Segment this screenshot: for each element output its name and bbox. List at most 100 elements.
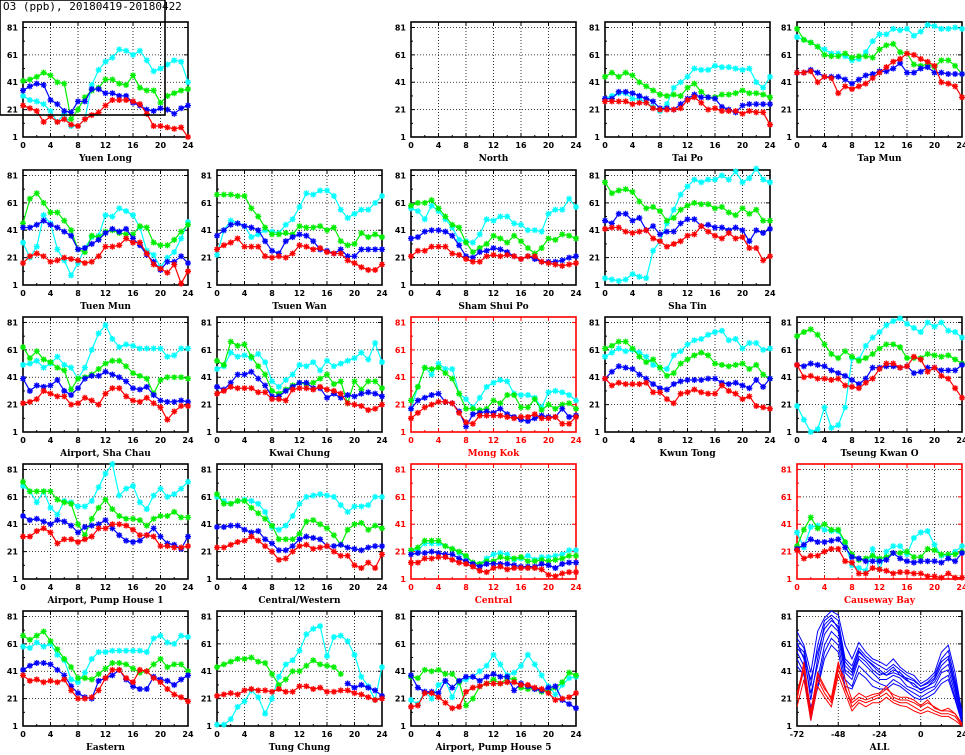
data-point-marker (767, 73, 773, 80)
data-point-marker (351, 401, 358, 408)
x-tick-label: -72 (790, 730, 804, 739)
data-point-marker (414, 383, 421, 390)
data-point-marker (753, 340, 760, 347)
data-point-marker (552, 565, 559, 572)
x-tick-label: 0 (602, 141, 608, 150)
data-point-marker (136, 47, 143, 54)
data-point-marker (47, 72, 54, 79)
data-point-marker (379, 543, 385, 550)
data-point-marker (504, 213, 511, 220)
data-point-marker (136, 532, 143, 539)
data-point-marker (344, 214, 351, 221)
data-point-marker (164, 374, 171, 381)
data-point-marker (677, 348, 684, 355)
data-point-marker (497, 563, 504, 570)
data-point-marker (828, 367, 835, 374)
data-point-marker (910, 559, 917, 566)
x-tick-label: 4 (436, 583, 442, 592)
data-point-marker (629, 188, 636, 195)
data-point-marker (732, 361, 739, 368)
x-tick-label: 20 (543, 436, 555, 445)
data-point-marker (435, 243, 442, 250)
data-point-marker (807, 372, 814, 379)
data-point-marker (81, 669, 88, 676)
data-point-marker (657, 208, 663, 215)
y-tick-label: 81 (201, 612, 213, 621)
y-tick-label: 61 (7, 493, 19, 502)
data-point-marker (241, 193, 248, 200)
data-point-marker (317, 367, 324, 374)
data-point-marker (545, 571, 552, 578)
data-point-marker (164, 493, 171, 500)
data-point-marker (164, 92, 171, 99)
y-tick-label: 81 (395, 465, 407, 474)
x-tick-label: 20 (155, 289, 167, 298)
data-point-marker (33, 243, 40, 250)
y-tick-label: 1 (206, 281, 212, 290)
data-point-marker (136, 223, 143, 230)
data-point-marker (303, 379, 310, 386)
data-point-marker (684, 376, 691, 383)
data-point-marker (739, 345, 746, 352)
data-point-marker (282, 661, 289, 668)
data-point-marker (20, 224, 26, 231)
data-point-marker (698, 335, 705, 342)
data-point-marker (20, 260, 26, 267)
x-tick-label: 8 (849, 436, 855, 445)
data-point-marker (157, 65, 164, 72)
data-point-marker (869, 375, 876, 382)
data-point-marker (157, 99, 164, 106)
data-point-marker (746, 238, 753, 245)
data-point-marker (849, 54, 855, 61)
data-point-marker (476, 683, 483, 690)
data-point-marker (358, 673, 365, 680)
data-point-marker (663, 372, 670, 379)
data-point-marker (130, 397, 136, 404)
data-point-marker (538, 686, 545, 693)
data-point-marker (109, 647, 116, 654)
data-point-marker (917, 356, 924, 363)
all-blue-line (796, 614, 963, 712)
data-point-marker (255, 500, 262, 507)
data-point-marker (435, 694, 442, 701)
x-tick-label: 12 (0, 0, 6, 2)
y-tick-label: 41 (781, 520, 793, 529)
data-point-marker (75, 98, 81, 105)
data-point-marker (800, 416, 807, 423)
data-point-marker (876, 366, 883, 373)
y-tick-label: 61 (395, 640, 407, 649)
data-point-marker (262, 710, 269, 717)
data-point-marker (931, 558, 938, 565)
data-point-marker (931, 352, 938, 359)
data-point-marker (712, 390, 718, 397)
data-point-marker (739, 234, 746, 241)
y-tick-label: 21 (7, 254, 19, 263)
data-point-marker (518, 392, 524, 399)
data-point-marker (924, 64, 931, 71)
data-point-marker (615, 187, 622, 194)
data-point-marker (760, 404, 767, 411)
axes-frame (216, 463, 383, 580)
data-point-marker (282, 397, 289, 404)
x-tick-label: 24 (182, 436, 194, 445)
x-tick-label: 0 (602, 289, 608, 298)
data-point-marker (150, 533, 157, 540)
data-point-marker (324, 492, 330, 499)
data-point-marker (157, 632, 164, 639)
data-point-marker (449, 556, 456, 563)
data-point-marker (289, 371, 296, 378)
data-point-marker (469, 254, 476, 261)
y-tick-label: 41 (201, 226, 213, 235)
data-point-marker (800, 526, 807, 533)
data-point-marker (938, 57, 945, 64)
panel-title: Sha Tin (668, 302, 707, 312)
data-point-marker (602, 353, 608, 360)
data-point-marker (698, 349, 705, 356)
data-point-marker (821, 363, 828, 370)
data-point-marker (214, 383, 220, 390)
data-point-marker (337, 250, 344, 257)
data-point-marker (130, 235, 136, 242)
data-point-marker (677, 101, 684, 108)
